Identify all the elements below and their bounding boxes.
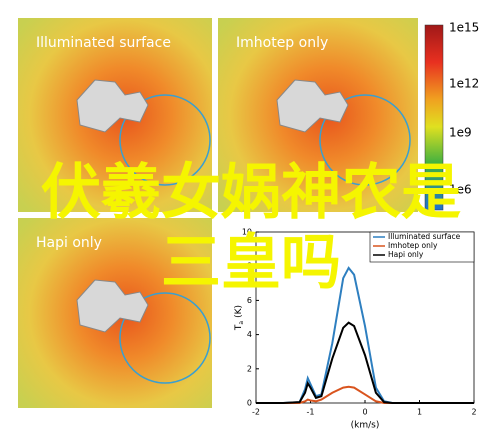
y-tick-label: 0: [247, 399, 252, 408]
y-axis-label: Ta (K): [234, 305, 245, 331]
series-line: [256, 321, 474, 404]
overlay-text: 伏羲女娲神农是三皇吗: [41, 158, 461, 298]
x-tick-label: 2: [471, 408, 476, 417]
panel-title: Illuminated surface: [36, 35, 171, 51]
legend-label: Imhotep only: [388, 241, 438, 250]
panel: [18, 218, 212, 408]
legend-label: Hapi only: [388, 250, 424, 259]
y-tick-label: 2: [247, 364, 252, 373]
legend-label: Illuminated surface: [388, 232, 461, 241]
panel: [18, 18, 212, 212]
y-axis-label-sub: a: [238, 321, 245, 325]
x-tick-label: 1: [417, 408, 422, 417]
colorbar-label: 1e15: [449, 21, 479, 35]
colorbar-label: 1e12: [449, 77, 479, 91]
colorbar-label: 1e6: [449, 183, 472, 197]
panel: [218, 18, 418, 212]
x-tick-label: 0: [362, 408, 367, 417]
y-axis-label-unit: (K): [234, 305, 244, 318]
x-axis-label: (km/s): [351, 421, 380, 431]
legend-box: [369, 231, 475, 263]
y-tick-label: 4: [247, 330, 252, 339]
colorbar: [424, 24, 444, 211]
chart: -2 -1 0 1 2 0 2 4 6 8 10 (km/s) Ta (K) Illuminated sur…: [234, 228, 477, 431]
x-tick-label: -2: [252, 408, 260, 417]
y-tick-label: 6: [247, 296, 252, 305]
x-tick-label: -1: [307, 408, 315, 417]
panel-title: Hapi only: [36, 235, 102, 251]
y-axis-label-main: T: [234, 324, 244, 331]
y-tick-label: 10: [242, 228, 252, 237]
colorbar-label: 1e9: [449, 126, 472, 140]
panel-title: Imhotep only: [236, 35, 328, 51]
y-tick-label: 8: [247, 262, 252, 271]
